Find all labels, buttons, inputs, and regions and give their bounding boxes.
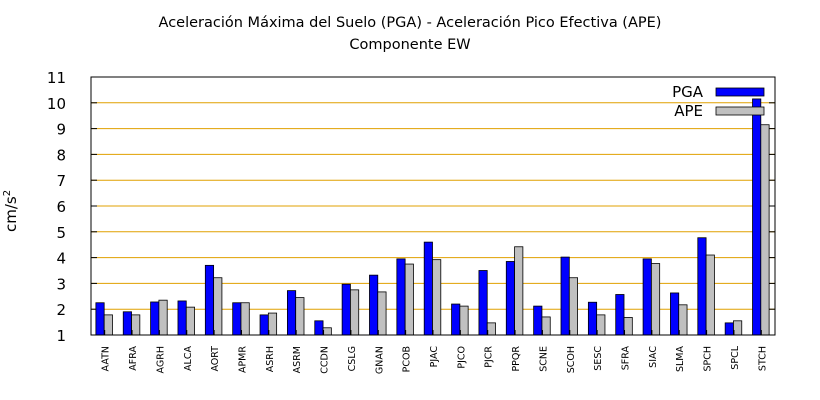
x-tick-label: PJCO	[456, 346, 467, 369]
x-tick-label: GNAN	[374, 346, 385, 374]
x-tick-label: SPCH	[703, 346, 714, 372]
x-tick-label: SESC	[593, 346, 604, 371]
bar-ape	[514, 246, 524, 336]
bar-ape	[596, 314, 606, 336]
x-tick-label: PJCR	[484, 346, 495, 368]
bar-ape	[185, 306, 195, 336]
bar-ape	[240, 302, 250, 336]
bar-ape	[459, 305, 469, 336]
bar-pga	[314, 320, 324, 336]
bar-ape	[486, 322, 496, 336]
bar-pga	[150, 301, 160, 336]
x-tick-label: AATN	[101, 346, 112, 371]
bar-ape	[131, 314, 141, 336]
y-tick-label: 6	[56, 198, 66, 216]
y-tick-label: 11	[47, 69, 66, 87]
x-tick-label: AORT	[210, 346, 221, 372]
x-tick-label: SIAC	[648, 346, 659, 368]
bar-ape	[158, 299, 168, 336]
y-tick-label: 2	[56, 301, 66, 319]
plot-frame	[90, 76, 776, 336]
bar-pga	[286, 290, 297, 336]
y-tick-label: 8	[56, 146, 66, 164]
bar-pga	[560, 256, 570, 336]
bar-pga	[724, 322, 734, 336]
x-tick-label: ASRM	[292, 346, 303, 373]
y-tick-label: 10	[47, 95, 66, 113]
y-tick-label: 9	[56, 121, 66, 139]
bar-ape	[678, 304, 688, 336]
bar-ape	[103, 314, 113, 336]
bar-pga	[232, 302, 242, 336]
legend-label-pga: PGA	[672, 83, 704, 101]
y-tick-label: 7	[56, 172, 66, 190]
bar-ape	[322, 327, 332, 336]
bar-ape	[623, 317, 633, 336]
bar-ape	[432, 259, 442, 336]
legend-swatch-pga	[715, 87, 765, 97]
x-tick-label: APMR	[237, 346, 248, 373]
legend-swatch-ape	[715, 106, 765, 116]
bar-pga	[615, 294, 625, 336]
bar-ape	[213, 277, 223, 336]
x-tick-label: AGRH	[155, 346, 166, 373]
bar-ape	[267, 312, 278, 336]
bar-pga	[752, 98, 762, 336]
chart-title: Aceleración Máxima del Suelo (PGA) - Ace…	[158, 15, 662, 31]
bar-ape	[760, 124, 770, 336]
x-tick-label: ASRH	[265, 346, 276, 372]
bar-pga	[423, 241, 433, 336]
x-tick-label: PPQR	[511, 346, 522, 372]
bar-pga	[451, 303, 461, 336]
x-tick-label: AFRA	[128, 346, 139, 371]
bar-ape	[733, 320, 743, 336]
bar-ape	[705, 254, 715, 336]
x-tick-label: SLMA	[675, 346, 686, 373]
x-tick-label: CCDN	[320, 346, 331, 374]
bar-ape	[404, 263, 414, 336]
y-tick-label: 3	[56, 275, 66, 293]
legend-label-ape: APE	[674, 102, 703, 120]
bar-pga	[642, 258, 652, 336]
y-tick-label: 5	[56, 224, 66, 242]
bar-pga	[396, 258, 406, 336]
bar-pga	[587, 301, 598, 336]
x-tick-label: SCNE	[538, 346, 549, 372]
bar-ape	[568, 277, 578, 336]
x-tick-label: SPCL	[730, 345, 741, 369]
bar-ape	[541, 316, 551, 336]
bar-pga	[697, 237, 707, 336]
bar-pga	[177, 300, 187, 336]
x-tick-label: STCH	[757, 346, 768, 371]
bar-pga	[341, 283, 351, 336]
bar-pga	[369, 274, 379, 336]
x-tick-label: PJAC	[429, 346, 440, 368]
bar-pga	[204, 264, 215, 336]
bar-ape	[350, 289, 360, 336]
bar-pga	[95, 302, 105, 336]
bar-pga	[505, 261, 515, 336]
x-tick-label: SCOH	[566, 346, 577, 373]
x-tick-label: ALCA	[183, 346, 194, 371]
bar-ape	[377, 291, 387, 336]
bar-pga	[670, 292, 680, 336]
x-tick-label: SFRA	[621, 346, 632, 371]
bar-pga	[478, 270, 488, 336]
bar-pga	[259, 314, 269, 336]
bar-ape	[295, 297, 305, 336]
bar-ape	[650, 263, 661, 336]
y-tick-label: 4	[56, 250, 66, 268]
x-tick-label: PCOB	[402, 346, 413, 372]
bar-pga	[533, 305, 543, 336]
y-tick-label: 1	[56, 327, 66, 345]
bar-pga	[122, 311, 132, 336]
x-tick-label: CSLG	[347, 346, 358, 371]
chart-subtitle: Componente EW	[349, 37, 471, 53]
